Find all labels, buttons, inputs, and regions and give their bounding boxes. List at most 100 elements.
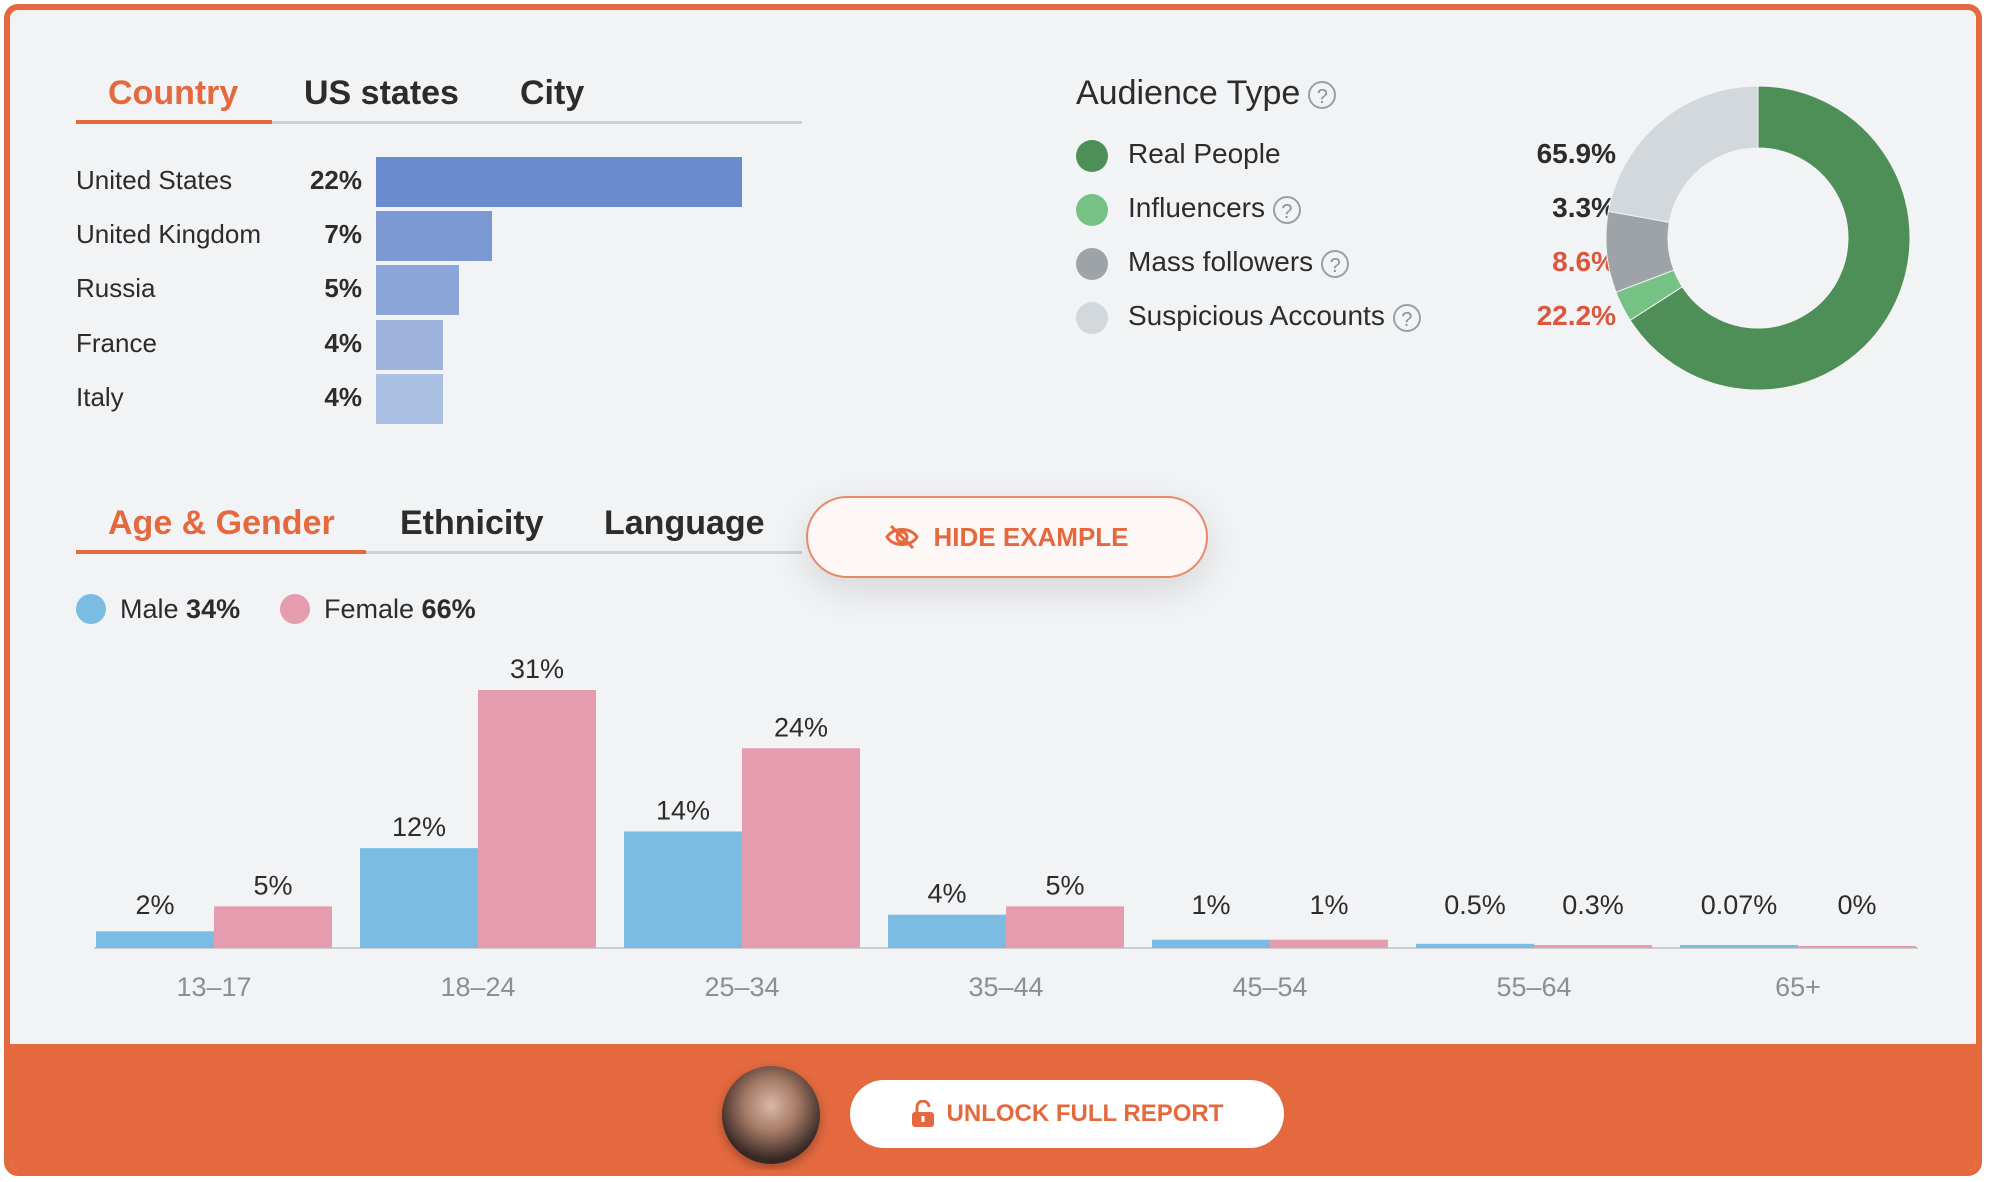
female-value-label: 1% bbox=[1309, 890, 1348, 920]
country-bar bbox=[376, 265, 460, 315]
country-bar bbox=[376, 211, 493, 261]
female-bar bbox=[478, 690, 596, 948]
male-legend-label: Male bbox=[120, 594, 179, 624]
female-value-label: 0.3% bbox=[1562, 890, 1624, 920]
female-bar bbox=[1270, 939, 1388, 948]
audience-value: 65.9% bbox=[1536, 138, 1616, 169]
male-value-label: 4% bbox=[927, 879, 966, 909]
audience-label-text: Suspicious Accounts bbox=[1128, 300, 1385, 331]
audience-row-suspicious-accounts: Suspicious Accounts? 22.2% bbox=[1076, 298, 1636, 338]
female-legend-dot bbox=[280, 594, 310, 624]
country-value: 7% bbox=[324, 219, 362, 249]
female-bar bbox=[742, 748, 860, 948]
audience-label: Mass followers? bbox=[1128, 246, 1350, 278]
location-tabs: Country US states City bbox=[10, 74, 810, 114]
audience-row-real-people: Real People 65.9% bbox=[1076, 136, 1636, 176]
age-gender-bar-chart: 2% 5% 13–17 12% 31% 18–24 14% 24% 25–34 4% 5% 35–44… bbox=[94, 654, 1918, 1002]
unlock-icon bbox=[911, 1100, 934, 1127]
location-tabs-underline bbox=[76, 121, 802, 124]
audience-label-text: Real People bbox=[1128, 138, 1281, 169]
eye-off-icon bbox=[885, 524, 920, 550]
male-value-label: 12% bbox=[392, 812, 446, 842]
female-value-label: 24% bbox=[774, 712, 828, 742]
demographics-tab-active-indicator bbox=[76, 550, 366, 554]
tab-country[interactable]: Country bbox=[108, 74, 239, 112]
unlock-full-report-label: UNLOCK FULL REPORT bbox=[946, 1100, 1224, 1127]
donut-slice-real-people bbox=[1629, 85, 1911, 391]
age-category-label: 13–17 bbox=[176, 972, 251, 1002]
country-value: 4% bbox=[324, 382, 362, 412]
tab-language[interactable]: Language bbox=[604, 504, 765, 542]
demographics-tabs-underline bbox=[76, 551, 802, 554]
male-bar bbox=[360, 848, 478, 948]
tab-city[interactable]: City bbox=[520, 74, 585, 112]
female-legend-value: 66% bbox=[421, 594, 476, 624]
female-bar bbox=[1006, 906, 1124, 948]
help-icon[interactable]: ? bbox=[1392, 303, 1421, 332]
male-bar bbox=[1152, 939, 1270, 948]
report-card: Country US states City United States 22%… bbox=[4, 4, 1982, 1176]
country-value: 4% bbox=[324, 328, 362, 358]
female-value-label: 0% bbox=[1837, 890, 1876, 920]
male-legend-value: 34% bbox=[186, 594, 241, 624]
audience-row-mass-followers: Mass followers? 8.6% bbox=[1076, 244, 1636, 284]
audience-label: Real People bbox=[1128, 138, 1281, 170]
donut-slice-suspicious-accounts bbox=[1607, 85, 1759, 223]
country-label: France bbox=[76, 328, 157, 358]
real-people-dot bbox=[1076, 140, 1108, 172]
female-bar bbox=[214, 906, 332, 948]
help-icon[interactable]: ? bbox=[1308, 81, 1337, 110]
country-label: United Kingdom bbox=[76, 219, 261, 249]
audience-label: Influencers? bbox=[1128, 192, 1301, 224]
demographics-tabs: Age & Gender Ethnicity Language bbox=[10, 504, 810, 544]
age-category-label: 25–34 bbox=[704, 972, 779, 1002]
hide-example-label: HIDE EXAMPLE bbox=[933, 521, 1129, 552]
female-legend-label: Female bbox=[324, 594, 415, 624]
mass-followers-dot bbox=[1076, 248, 1108, 280]
audience-value: 3.3% bbox=[1552, 192, 1616, 223]
male-legend-dot bbox=[76, 594, 106, 624]
male-bar bbox=[1416, 943, 1534, 948]
age-category-label: 35–44 bbox=[968, 972, 1043, 1002]
unlock-full-report-button[interactable]: UNLOCK FULL REPORT bbox=[850, 1080, 1284, 1148]
audience-value: 22.2% bbox=[1536, 300, 1616, 331]
male-value-label: 0.07% bbox=[1701, 890, 1778, 920]
audience-type-title: Audience Type? bbox=[1076, 74, 1337, 113]
avatar bbox=[722, 1066, 820, 1164]
female-legend-text: Female 66% bbox=[324, 594, 476, 625]
country-bar bbox=[376, 157, 742, 207]
footer-bar: UNLOCK FULL REPORT bbox=[10, 1044, 1976, 1170]
female-value-label: 5% bbox=[253, 870, 292, 900]
tab-us-states[interactable]: US states bbox=[304, 74, 459, 112]
audience-label-text: Influencers bbox=[1128, 192, 1265, 223]
female-value-label: 31% bbox=[510, 654, 564, 684]
hide-example-button[interactable]: HIDE EXAMPLE bbox=[806, 496, 1208, 578]
female-value-label: 5% bbox=[1045, 870, 1084, 900]
male-value-label: 1% bbox=[1191, 890, 1230, 920]
tab-age-gender[interactable]: Age & Gender bbox=[108, 504, 335, 542]
age-category-label: 65+ bbox=[1775, 972, 1821, 1002]
audience-row-influencers: Influencers? 3.3% bbox=[1076, 190, 1636, 230]
help-icon[interactable]: ? bbox=[1321, 249, 1350, 278]
male-bar bbox=[888, 914, 1006, 948]
male-value-label: 0.5% bbox=[1444, 890, 1506, 920]
female-bar bbox=[1798, 946, 1916, 948]
influencers-dot bbox=[1076, 194, 1108, 226]
male-bar bbox=[96, 931, 214, 948]
audience-donut-chart bbox=[1605, 85, 1911, 391]
male-bar bbox=[1680, 945, 1798, 948]
audience-label-text: Mass followers bbox=[1128, 246, 1314, 277]
audience-type-title-text: Audience Type bbox=[1076, 74, 1301, 112]
audience-label: Suspicious Accounts? bbox=[1128, 300, 1421, 332]
country-label: Italy bbox=[76, 382, 124, 412]
tab-ethnicity[interactable]: Ethnicity bbox=[400, 504, 544, 542]
country-label: Russia bbox=[76, 273, 156, 303]
suspicious-accounts-dot bbox=[1076, 302, 1108, 334]
location-tab-active-indicator bbox=[76, 120, 272, 124]
country-bar bbox=[376, 320, 443, 370]
male-bar bbox=[624, 831, 742, 948]
country-bar bbox=[376, 374, 443, 424]
male-legend-text: Male 34% bbox=[120, 594, 240, 625]
help-icon[interactable]: ? bbox=[1272, 195, 1301, 224]
age-category-label: 55–64 bbox=[1496, 972, 1571, 1002]
